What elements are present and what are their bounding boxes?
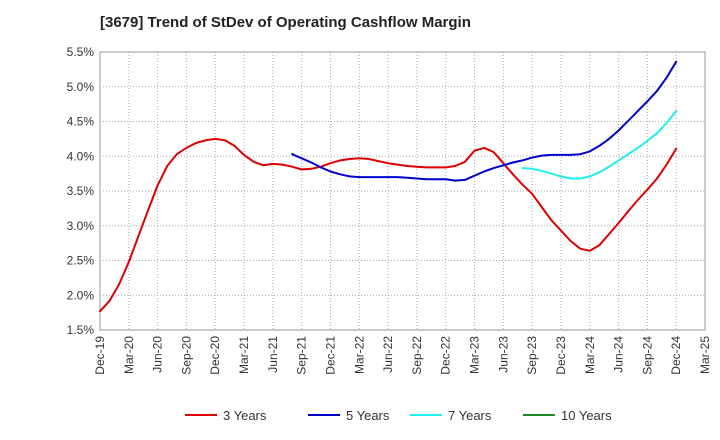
x-tick-label: Sep-24 [640,336,654,375]
y-tick-label: 2.0% [67,288,95,302]
x-tick-label: Jun-24 [612,336,626,373]
y-tick-label: 3.5% [67,184,95,198]
x-tick-label: Mar-20 [122,336,136,374]
x-tick-label: Jun-23 [496,336,510,373]
x-tick-label: Sep-21 [295,336,309,375]
x-tick-label: Jun-21 [266,336,280,373]
y-tick-label: 4.5% [67,115,95,129]
y-tick-label: 5.0% [67,80,95,94]
x-tick-label: Dec-22 [439,336,453,375]
x-tick-label: Sep-20 [179,336,193,375]
x-tick-label: Mar-22 [352,336,366,374]
x-tick-label: Dec-20 [208,336,222,375]
x-tick-label: Mar-24 [583,336,597,374]
y-tick-label: 1.5% [67,323,95,337]
x-tick-label: Sep-23 [525,336,539,375]
legend-label: 5 Years [346,408,390,423]
x-tick-label: Dec-24 [669,336,683,375]
x-tick-label: Dec-19 [93,336,107,375]
x-tick-label: Dec-21 [323,336,337,375]
legend-label: 7 Years [448,408,492,423]
y-tick-label: 2.5% [67,254,95,268]
x-tick-label: Mar-21 [237,336,251,374]
legend-label: 10 Years [561,408,612,423]
y-tick-label: 4.0% [67,149,95,163]
legend-label: 3 Years [223,408,267,423]
x-tick-label: Jun-20 [151,336,165,373]
chart-title: [3679] Trend of StDev of Operating Cashf… [100,14,471,31]
x-tick-label: Mar-23 [468,336,482,374]
y-tick-label: 5.5% [67,45,95,59]
y-tick-label: 3.0% [67,219,95,233]
x-tick-label: Sep-22 [410,336,424,375]
series-line-7-years [521,110,678,180]
x-tick-label: Jun-22 [381,336,395,373]
series-line-3-years [99,137,678,313]
series-line-5-years [291,60,678,182]
x-tick-label: Dec-23 [554,336,568,375]
x-tick-label: Mar-25 [698,336,712,374]
